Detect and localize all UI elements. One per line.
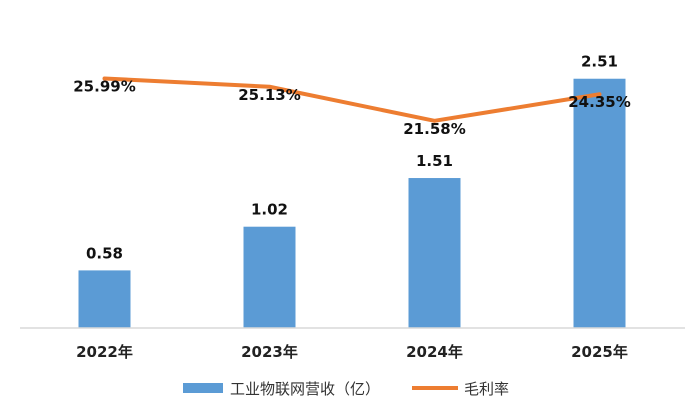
bar-value-labels: 0.58 1.02 1.51 2.51 (86, 53, 618, 263)
bar-0 (78, 270, 131, 328)
bars-layer (78, 78, 626, 328)
line-value-label-0: 25.99% (73, 77, 135, 95)
bar-2 (408, 178, 461, 328)
line-value-label-1: 25.13% (238, 86, 300, 104)
x-tick-label-0: 2022年 (76, 343, 133, 361)
margin-series-line (102, 76, 602, 123)
legend-bar-label: 工业物联网营收（亿） (230, 380, 380, 398)
bar-value-label-2: 1.51 (416, 152, 453, 170)
line-layer (102, 76, 602, 123)
line-value-labels: 25.99% 25.13% 21.58% 24.35% (73, 77, 630, 137)
bar-value-label-3: 2.51 (581, 53, 618, 71)
bar-1 (243, 226, 296, 328)
bar-value-label-1: 1.02 (251, 201, 288, 219)
x-tick-labels: 2022年 2023年 2024年 2025年 (76, 343, 628, 361)
x-tick-label-3: 2025年 (571, 343, 628, 361)
legend: 工业物联网营收（亿） 毛利率 (183, 380, 509, 398)
legend-bar-swatch (183, 383, 223, 393)
bar-value-label-0: 0.58 (86, 244, 123, 262)
x-tick-label-2: 2024年 (406, 343, 463, 361)
line-value-label-2: 21.58% (403, 120, 465, 138)
legend-line-label: 毛利率 (464, 380, 509, 398)
bar-3 (573, 78, 626, 328)
x-tick-label-1: 2023年 (241, 343, 298, 361)
line-value-label-3: 24.35% (568, 93, 630, 111)
